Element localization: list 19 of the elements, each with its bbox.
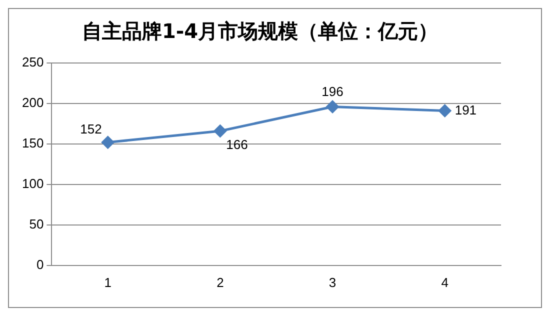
point <box>326 100 339 113</box>
data-label: 191 <box>454 102 477 118</box>
y-tick-label: 0 <box>36 256 44 272</box>
x-tick-label: 2 <box>216 274 224 290</box>
point <box>102 136 114 149</box>
y-tick-label: 200 <box>22 95 44 110</box>
y-tick-label: 150 <box>22 136 44 151</box>
x-tick-label: 1 <box>104 274 112 290</box>
point <box>214 124 226 138</box>
point <box>438 104 452 118</box>
y-tick-label: 250 <box>22 54 44 70</box>
y-tick-label: 100 <box>22 176 44 192</box>
data-label: 196 <box>322 84 344 99</box>
data-label: 152 <box>80 121 102 136</box>
x-tick-label: 4 <box>441 274 448 290</box>
data-label: 166 <box>226 137 248 152</box>
y-tick-label: 50 <box>29 216 44 232</box>
x-tick-label: 3 <box>328 274 336 290</box>
chart-title: 自主品牌1-4月市场规模（单位：亿元） <box>82 19 438 44</box>
